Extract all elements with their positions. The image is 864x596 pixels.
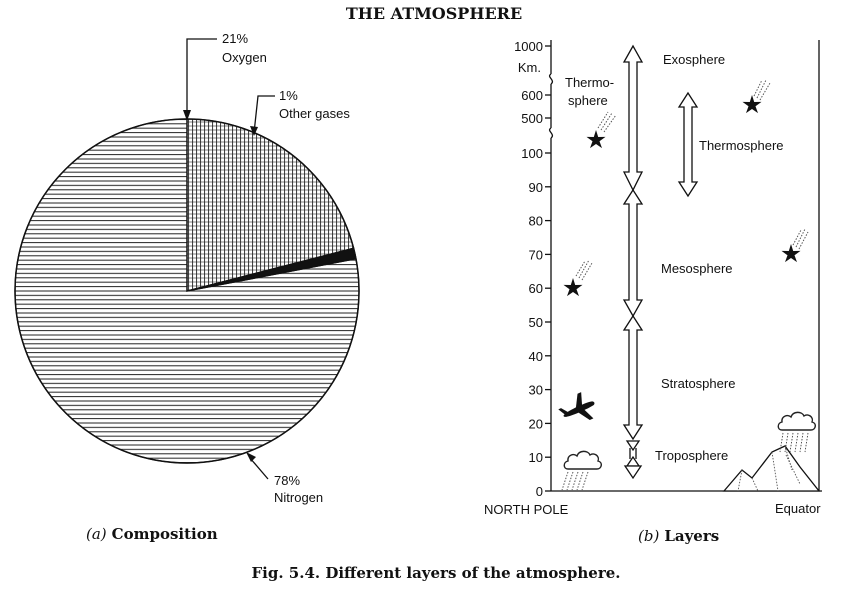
altitude-tick-label: 100 bbox=[521, 146, 543, 161]
mountain-icon bbox=[722, 445, 821, 492]
altitude-tick-label: 10 bbox=[529, 450, 543, 465]
north-pole-label: NORTH POLE bbox=[484, 502, 569, 517]
nitrogen-percent-label: 78% bbox=[274, 473, 300, 488]
altitude-tick-label: 20 bbox=[529, 416, 543, 431]
altitude-axis-break-lower bbox=[548, 127, 554, 139]
pole-thermosphere-label-line2: sphere bbox=[568, 93, 608, 108]
stratosphere-arrow bbox=[622, 314, 644, 441]
altitude-tick-label: 70 bbox=[529, 247, 543, 262]
meteor-icon bbox=[742, 79, 771, 114]
oxygen-leader-line bbox=[186, 38, 217, 118]
altitude-tick-label: 0 bbox=[536, 484, 543, 499]
other-gases-leader-arrowhead bbox=[250, 126, 258, 136]
nitrogen-leader-line bbox=[249, 457, 269, 480]
pole-thermosphere-label-line1: Thermo- bbox=[565, 75, 614, 90]
oxygen-percent-label: 21% bbox=[222, 31, 248, 46]
figure-caption: Fig. 5.4. Different layers of the atmosp… bbox=[252, 564, 621, 582]
altitude-tick-label: 600 bbox=[521, 88, 543, 103]
altitude-tick-label: 1000 bbox=[514, 39, 543, 54]
altitude-tick-label: 40 bbox=[529, 349, 543, 364]
figure-title: THE ATMOSPHERE bbox=[346, 4, 522, 23]
layers-caption-text: Layers bbox=[664, 527, 719, 545]
layers-caption-letter: (b) bbox=[638, 527, 659, 545]
altitude-axis-break-upper bbox=[548, 73, 554, 85]
equator-label: Equator bbox=[775, 501, 821, 516]
composition-caption-letter: (a) bbox=[86, 525, 107, 543]
nitrogen-callout: 78% Nitrogen bbox=[246, 452, 323, 505]
composition-caption-text: Composition bbox=[112, 525, 218, 543]
altitude-tick-label: 500 bbox=[521, 111, 543, 126]
airplane-icon bbox=[558, 392, 595, 421]
cloud-icon bbox=[777, 411, 816, 453]
meteor-icon bbox=[781, 228, 809, 263]
meteor-icon bbox=[563, 259, 593, 297]
other-gases-percent-label: 1% bbox=[279, 88, 298, 103]
cloud-icon bbox=[561, 450, 602, 491]
oxygen-leader-arrowhead bbox=[183, 110, 191, 121]
troposphere-arrow bbox=[623, 440, 643, 480]
altitude-tick-label: 30 bbox=[529, 383, 543, 398]
nitrogen-name-label: Nitrogen bbox=[274, 490, 323, 505]
exosphere-label: Exosphere bbox=[663, 52, 725, 67]
equator-thermosphere-label: Thermosphere bbox=[699, 138, 784, 153]
stratosphere-label: Stratosphere bbox=[661, 376, 735, 391]
altitude-tick-label: 90 bbox=[529, 180, 543, 195]
other-gases-name-label: Other gases bbox=[279, 106, 350, 121]
other-gases-callout: 1% Other gases bbox=[250, 88, 350, 136]
altitude-tick-label: 50 bbox=[529, 315, 543, 330]
other-gases-leader-line bbox=[253, 95, 275, 134]
troposphere-label: Troposphere bbox=[655, 448, 728, 463]
composition-pie bbox=[14, 118, 360, 464]
meteor-icon bbox=[586, 111, 617, 149]
oxygen-callout: 21% Oxygen bbox=[183, 31, 267, 121]
exosphere-arrow bbox=[622, 44, 644, 192]
mesosphere-label: Mesosphere bbox=[661, 261, 733, 276]
km-unit-label: Km. bbox=[518, 60, 541, 75]
composition-caption: (a) Composition bbox=[86, 525, 218, 543]
mesosphere-arrow bbox=[622, 188, 644, 318]
nitrogen-leader-arrowhead bbox=[246, 452, 256, 462]
oxygen-name-label: Oxygen bbox=[222, 50, 267, 65]
altitude-tick-label: 80 bbox=[529, 214, 543, 229]
layers-caption: (b) Layers bbox=[638, 527, 719, 545]
altitude-tick-label: 60 bbox=[529, 281, 543, 296]
equator-thermosphere-arrow bbox=[677, 91, 699, 198]
